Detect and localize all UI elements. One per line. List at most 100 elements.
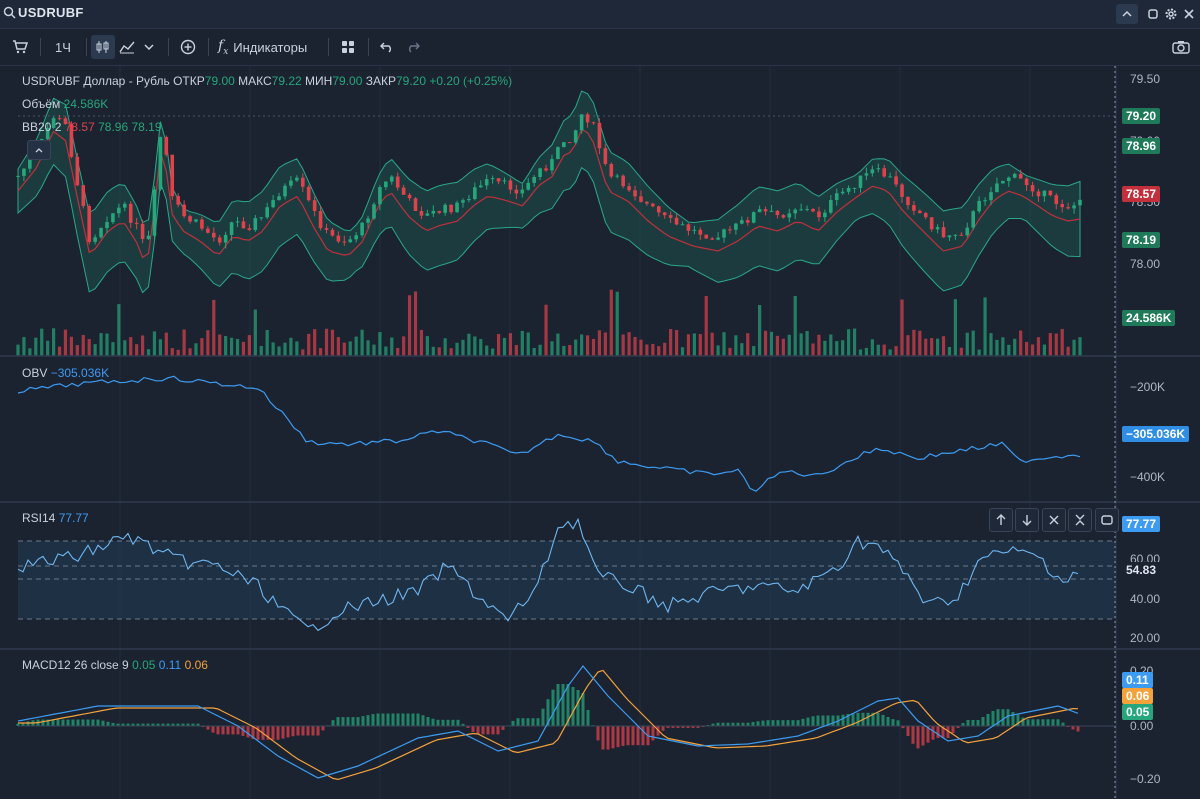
volume-bar [615, 291, 619, 356]
volume-bar [437, 347, 441, 356]
macd-histogram-bar [621, 726, 625, 746]
volume-bar [164, 332, 168, 356]
volume-bar [366, 340, 370, 356]
macd-histogram-bar [761, 720, 765, 726]
maximize-pane-button[interactable] [1095, 508, 1119, 532]
collapse-pane-button[interactable] [1068, 508, 1092, 532]
undo-icon[interactable] [376, 29, 398, 65]
candle-body [431, 210, 436, 214]
macd-histogram-bar [156, 723, 160, 726]
candle-body [354, 235, 358, 240]
symbol-bar: USDRUBF [0, 0, 1200, 29]
move-pane-up-button[interactable] [989, 508, 1013, 532]
redo-icon[interactable] [402, 29, 424, 65]
volume-bar [941, 336, 946, 356]
macd-histogram-bar [321, 726, 325, 731]
macd-histogram-bar [91, 719, 95, 726]
candle-body [63, 118, 68, 125]
close-icon[interactable] [1178, 4, 1200, 24]
volume-bar [449, 348, 453, 356]
obv-badge: −305.036K [1122, 426, 1190, 442]
volume-bar [597, 330, 602, 356]
macd-histogram-bar [106, 721, 110, 726]
macd-histogram-bar [491, 726, 495, 735]
macd-histogram-bar [416, 713, 420, 726]
chevron-down-icon[interactable] [140, 29, 158, 65]
volume-bar [609, 289, 613, 356]
chevron-up-icon[interactable] [1116, 4, 1138, 24]
candle-body [603, 148, 608, 164]
volume-bar [639, 339, 643, 356]
volume-bar [396, 347, 400, 356]
volume-bar [787, 334, 791, 356]
search-icon[interactable] [3, 6, 16, 24]
close-pane-button[interactable] [1042, 508, 1066, 532]
macd-histogram-bar [891, 719, 895, 726]
volume-bar [93, 344, 97, 356]
macd-histogram-bar [681, 726, 685, 728]
symbol-name[interactable]: USDRUBF [18, 5, 84, 20]
volume-bar [283, 342, 287, 356]
macd-histogram-bar [456, 719, 460, 726]
chart-canvas[interactable] [0, 66, 1200, 799]
high-value: 79.22 [271, 74, 302, 88]
macd-histogram-bar [401, 713, 405, 726]
candle-body [740, 220, 744, 224]
candle-body [971, 211, 976, 228]
candle-body [941, 227, 946, 238]
area-chart-type-icon[interactable] [116, 29, 138, 65]
volume-bar [1078, 337, 1082, 356]
move-pane-down-button[interactable] [1015, 508, 1039, 532]
candle-body [906, 196, 910, 206]
layout-grid-icon[interactable] [336, 29, 360, 65]
volume-bar [971, 330, 975, 356]
macd-histogram-bar [366, 715, 370, 726]
candle-body [840, 191, 845, 194]
volume-bar [324, 328, 329, 356]
volume-bar [550, 341, 554, 356]
candle-body [1024, 178, 1029, 186]
macd-axis-label: 0.00 [1130, 719, 1154, 733]
macd-histogram-bar [411, 713, 415, 726]
candle-body [692, 229, 697, 231]
volume-bar [562, 345, 566, 356]
macd-histogram-bar [1021, 717, 1025, 726]
high-label: МАКС [238, 74, 272, 88]
volume-bar [431, 346, 435, 356]
macd-histogram-bar [606, 726, 610, 750]
candle-body [69, 124, 74, 157]
gear-icon[interactable] [1160, 4, 1182, 24]
candle-body [662, 212, 667, 216]
add-comparison-icon[interactable] [176, 29, 200, 65]
restore-window-icon[interactable] [1142, 4, 1164, 24]
cart-icon[interactable] [8, 29, 32, 65]
candle-body [211, 232, 216, 238]
candle-body [461, 200, 465, 203]
collapse-legend-button[interactable] [27, 140, 51, 160]
macd-histogram-bar [136, 723, 140, 726]
macd-histogram-bar [921, 726, 925, 746]
macd-histogram-bar [576, 690, 580, 726]
macd-histogram-bar [611, 726, 615, 749]
timeframe-button[interactable]: 1Ч [55, 39, 71, 55]
candle-body [633, 190, 637, 197]
candle-body [164, 136, 169, 155]
macd-histogram-bar [81, 719, 85, 726]
volume-bar [384, 346, 388, 356]
candle-body [437, 210, 442, 213]
volume-bar [348, 341, 352, 356]
volume-bar [811, 343, 815, 356]
candle-body [401, 187, 406, 195]
macd-histogram-bar [21, 722, 25, 726]
camera-icon[interactable] [1168, 29, 1194, 65]
macd-histogram-bar [236, 726, 240, 735]
rsi-band-fill [18, 541, 1115, 619]
candle-body [235, 221, 240, 223]
macd-histogram-bar [381, 713, 385, 726]
volume-bar [858, 349, 863, 356]
candle-body [16, 175, 20, 177]
candle-body [734, 223, 738, 230]
indicators-button[interactable]: fx Индикаторы [218, 29, 318, 65]
rsi-axis-label: 20.00 [1130, 631, 1161, 645]
candles-chart-type-icon[interactable] [91, 35, 115, 59]
